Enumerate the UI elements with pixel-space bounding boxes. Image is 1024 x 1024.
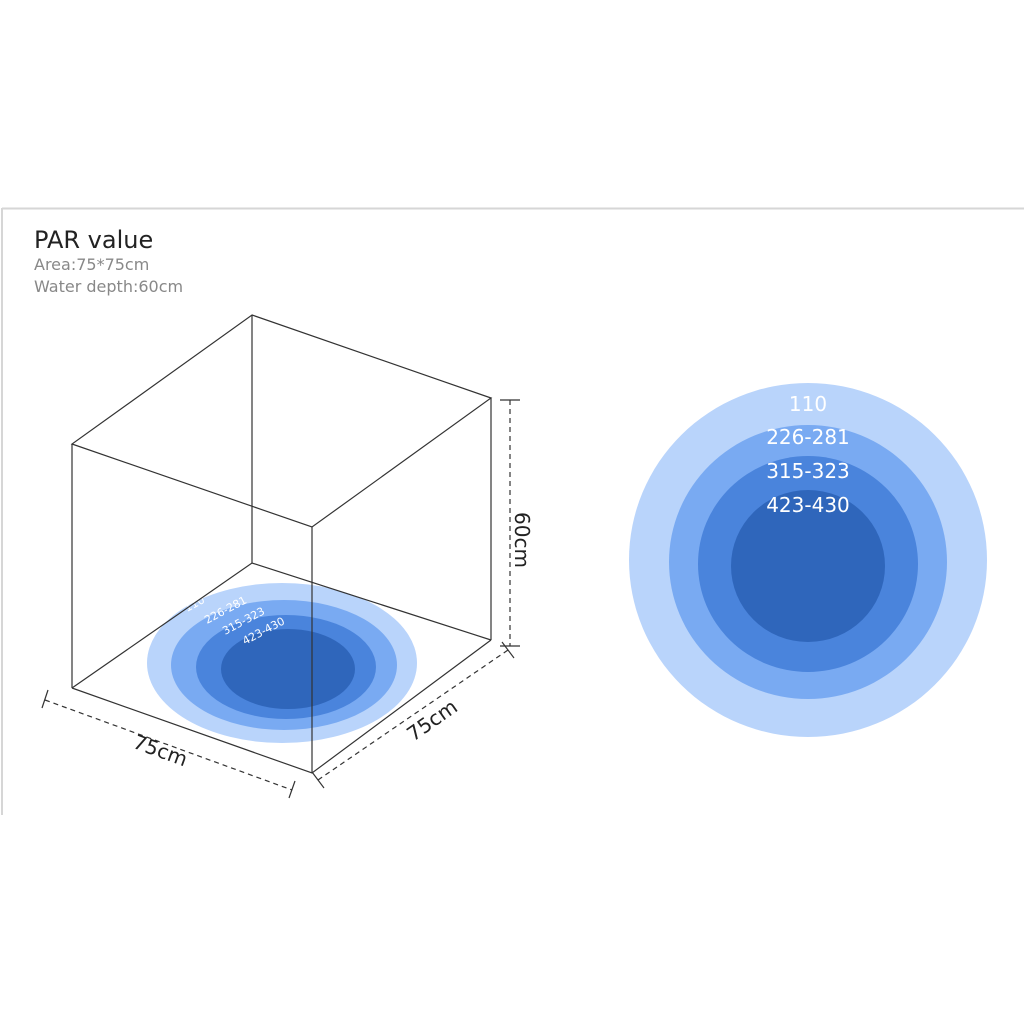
floor-ring [221,629,355,709]
depth-text: Water depth:60cm [34,277,183,296]
width-dim [44,699,293,791]
floor-rings [147,583,417,743]
dim-tick [501,641,515,659]
par-label: 110 [789,392,827,416]
par-circle [731,490,885,642]
tank-bottom [71,562,492,689]
par-label: 315-323 [766,459,850,483]
depth-dim [317,649,509,781]
dim-tick [41,689,49,709]
par-circles: 110 226-281 315-323 423-430 [629,383,987,737]
area-text: Area:75*75cm [34,255,149,274]
dim-tick [311,771,325,789]
height-label: 60cm [510,512,534,568]
par-label: 423-430 [766,493,850,517]
dim-tick [288,780,296,799]
par-label: 226-281 [766,425,850,449]
dimension-lines [41,399,520,799]
tank [70,314,493,774]
title: PAR value [34,226,153,254]
